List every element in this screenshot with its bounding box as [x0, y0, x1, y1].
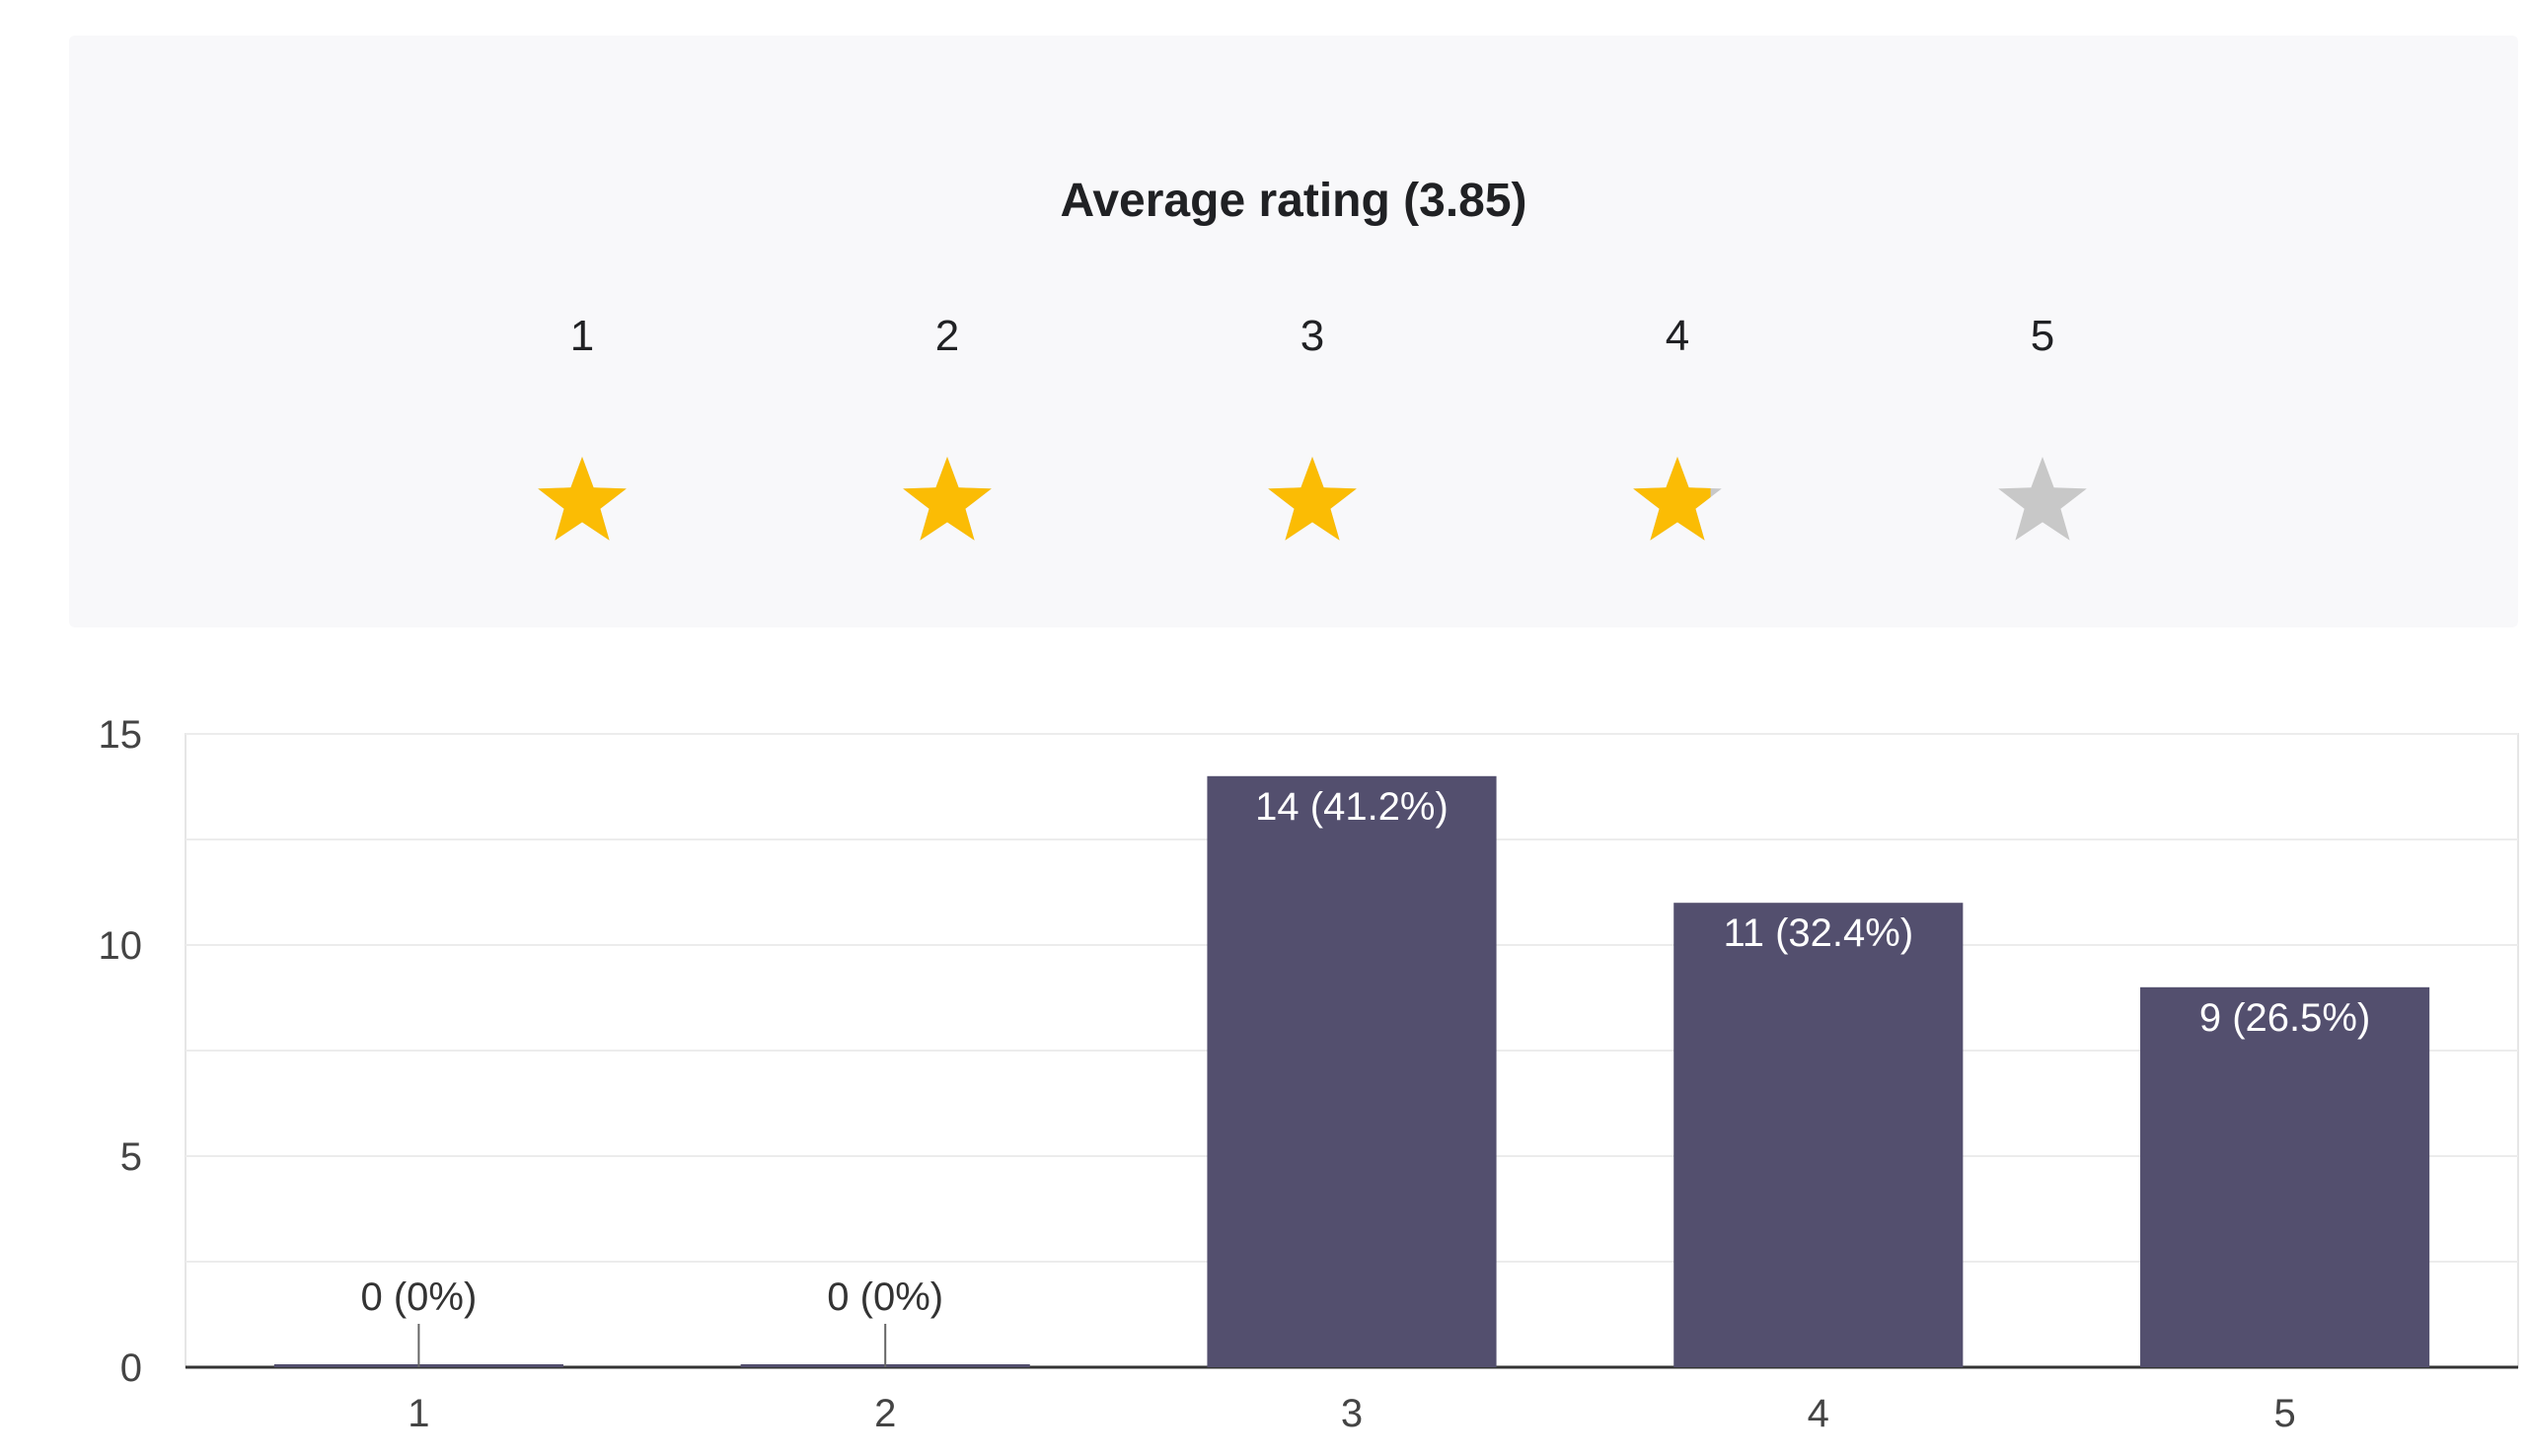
- star-icon: [538, 457, 627, 541]
- x-tick-label: 1: [408, 1392, 429, 1435]
- rating-bar-chart: 0 5 10 15 0 (0%) 1 0 (0%) 2 14 (41.2%) 3 11 (32.4%…: [99, 713, 2519, 1435]
- y-tick-label: 15: [99, 713, 143, 757]
- star-number: 3: [1300, 312, 1325, 360]
- y-tick-label: 5: [120, 1135, 142, 1179]
- average-rating-title: Average rating (3.85): [1060, 175, 1527, 227]
- star-2: 2: [849, 312, 1046, 546]
- star-icon: [903, 457, 992, 541]
- bar-label: 0 (0%): [827, 1275, 943, 1319]
- x-tick-label: 3: [1341, 1392, 1363, 1435]
- bar: [1207, 775, 1497, 1367]
- y-tick-label: 0: [120, 1347, 142, 1390]
- star-4: 4: [1579, 312, 1776, 546]
- x-tick-label: 2: [874, 1392, 896, 1435]
- y-tick-label: 10: [99, 924, 143, 968]
- bar-label: 0 (0%): [360, 1275, 477, 1319]
- bar: [1673, 903, 1964, 1367]
- bar-label: 9 (26.5%): [2199, 996, 2370, 1040]
- star-icon: [1633, 457, 1722, 541]
- rating-summary-card: Average rating (3.85) 1 2 3 4: [69, 36, 2518, 627]
- star-icon: [1998, 457, 2087, 541]
- star-icon: [1268, 457, 1357, 541]
- bar: [2140, 986, 2430, 1367]
- star-number: 4: [1665, 312, 1690, 360]
- bar-label: 11 (32.4%): [1723, 911, 1913, 955]
- star-3: 3: [1214, 312, 1411, 546]
- star-1: 1: [483, 312, 681, 546]
- x-tick-label: 5: [2273, 1392, 2295, 1435]
- bar-label: 14 (41.2%): [1255, 785, 1449, 829]
- star-5: 5: [1944, 312, 2141, 546]
- x-tick-label: 4: [1808, 1392, 1829, 1435]
- star-number: 5: [2030, 312, 2055, 360]
- star-number: 2: [934, 312, 960, 360]
- star-number: 1: [569, 312, 595, 360]
